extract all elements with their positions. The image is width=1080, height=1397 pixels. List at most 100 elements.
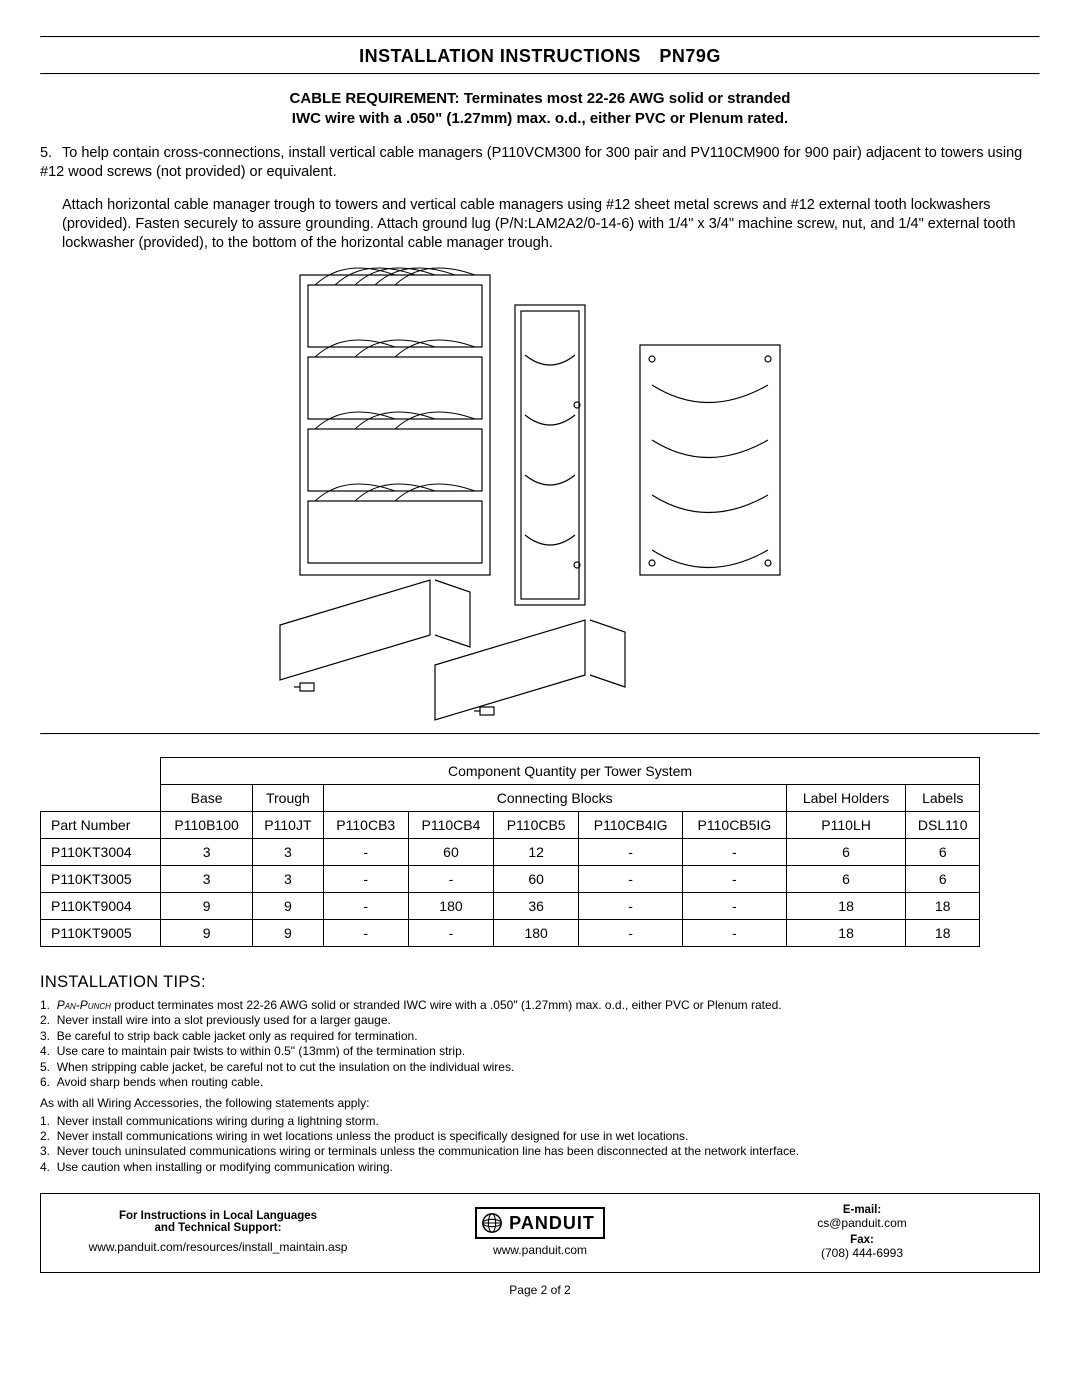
tips-note: As with all Wiring Accessories, the foll… [40, 1096, 1040, 1111]
cell: 18 [786, 893, 906, 920]
cell: 3 [253, 866, 324, 893]
assembly-figure [260, 265, 820, 725]
tip-text: Avoid sharp bends when routing cable. [57, 1075, 264, 1089]
email: cs@panduit.com [701, 1216, 1023, 1230]
cell: 3 [161, 866, 253, 893]
tip-text: Never touch uninsulated communications w… [57, 1144, 799, 1158]
footer-left: For Instructions in Local Languages and … [57, 1210, 379, 1254]
tip-text: When stripping cable jacket, be careful … [57, 1060, 515, 1074]
cell: 6 [906, 839, 980, 866]
list-item: 1. Pan-Punch product terminates most 22-… [40, 998, 1040, 1013]
tip-text: Never install communications wiring duri… [57, 1114, 379, 1128]
tip-text: Use care to maintain pair twists to with… [57, 1044, 465, 1058]
mid-rule [40, 733, 1040, 735]
cell: 9 [161, 920, 253, 947]
cell: - [323, 839, 408, 866]
globe-icon [481, 1212, 503, 1234]
step-text: To help contain cross-connections, insta… [40, 145, 1022, 180]
fax-label: Fax: [701, 1234, 1023, 1246]
cell: 12 [494, 839, 579, 866]
tips-list-1: 1. Pan-Punch product terminates most 22-… [40, 998, 1040, 1090]
cell: 18 [906, 920, 980, 947]
cell: - [683, 893, 787, 920]
panduit-logo: PANDUIT [475, 1207, 605, 1239]
table-caption: Component Quantity per Tower System [161, 758, 980, 785]
part-number: P110KT9005 [41, 920, 161, 947]
cell: - [683, 866, 787, 893]
cell: - [323, 866, 408, 893]
cell: - [579, 839, 683, 866]
cell: 9 [253, 920, 324, 947]
list-item: 1. Never install communications wiring d… [40, 1114, 1040, 1129]
col-group: Trough [253, 785, 324, 812]
tip-text: Be careful to strip back cable jacket on… [57, 1029, 418, 1043]
cell: 60 [494, 866, 579, 893]
tip-text: Never install wire into a slot previousl… [57, 1013, 391, 1027]
part-number: P110KT9004 [41, 893, 161, 920]
list-item: 3. Be careful to strip back cable jacket… [40, 1029, 1040, 1044]
part-number-header: Part Number [41, 812, 161, 839]
table-row: P110KT9005 9 9 - - 180 - - 18 18 [41, 920, 980, 947]
cell: 18 [786, 920, 906, 947]
col-group: Labels [906, 785, 980, 812]
list-item: 6. Avoid sharp bends when routing cable. [40, 1075, 1040, 1090]
title-underline [40, 73, 1040, 75]
cell: - [683, 920, 787, 947]
list-item: 2. Never install communications wiring i… [40, 1129, 1040, 1144]
page: INSTALLATION INSTRUCTIONS PN79G CABLE RE… [0, 0, 1080, 1397]
footer-right: E-mail: cs@panduit.com Fax: (708) 444-69… [701, 1204, 1023, 1260]
cable-requirement: CABLE REQUIREMENT: Terminates most 22-26… [150, 89, 930, 130]
tip-text: product terminates most 22-26 AWG solid … [114, 998, 781, 1012]
tip-text: Never install communications wiring in w… [57, 1129, 689, 1143]
footer-center: PANDUIT www.panduit.com [379, 1207, 701, 1257]
col-group: Label Holders [786, 785, 906, 812]
local-url: www.panduit.com/resources/install_mainta… [57, 1240, 379, 1254]
cell: 3 [161, 839, 253, 866]
cell: 9 [253, 893, 324, 920]
fax: (708) 444-6993 [701, 1246, 1023, 1260]
subhead-line1: CABLE REQUIREMENT: Terminates most 22-26… [290, 90, 791, 107]
table-row: Component Quantity per Tower System [41, 758, 980, 785]
page-number: Page 2 of 2 [40, 1283, 1040, 1297]
tips-list-2: 1. Never install communications wiring d… [40, 1114, 1040, 1175]
table-row: P110KT9004 9 9 - 180 36 - - 18 18 [41, 893, 980, 920]
cell: - [683, 839, 787, 866]
cell: - [408, 920, 493, 947]
col-header: DSL110 [906, 812, 980, 839]
cell: 60 [408, 839, 493, 866]
cell: - [579, 866, 683, 893]
part-number: P110KT3004 [41, 839, 161, 866]
table-row: Base Trough Connecting Blocks Label Hold… [41, 785, 980, 812]
col-group: Base [161, 785, 253, 812]
step-5: 5.To help contain cross-connections, ins… [40, 144, 1040, 182]
part-number: P110KT3005 [41, 866, 161, 893]
list-item: 2. Never install wire into a slot previo… [40, 1013, 1040, 1028]
col-group: Connecting Blocks [323, 785, 786, 812]
list-item: 3. Never touch uninsulated communication… [40, 1144, 1040, 1159]
tip-text: Use caution when installing or modifying… [57, 1160, 393, 1174]
cell: 180 [494, 920, 579, 947]
list-item: 5. When stripping cable jacket, be caref… [40, 1060, 1040, 1075]
cell: - [408, 866, 493, 893]
tips-heading: INSTALLATION TIPS: [40, 973, 1040, 992]
col-header: P110CB4IG [579, 812, 683, 839]
component-table: Component Quantity per Tower System Base… [40, 757, 980, 947]
list-item: 4. Use care to maintain pair twists to w… [40, 1044, 1040, 1059]
step-5-para2: Attach horizontal cable manager trough t… [62, 196, 1040, 253]
col-header: P110JT [253, 812, 324, 839]
cell: - [579, 893, 683, 920]
cell: 6 [906, 866, 980, 893]
col-header: P110CB4 [408, 812, 493, 839]
cell: 36 [494, 893, 579, 920]
step-number: 5. [40, 144, 62, 163]
col-header: P110B100 [161, 812, 253, 839]
footer: For Instructions in Local Languages and … [40, 1193, 1040, 1273]
table-row: P110KT3005 3 3 - - 60 - - 6 6 [41, 866, 980, 893]
cell: 18 [906, 893, 980, 920]
local-lang-line2: and Technical Support: [57, 1222, 379, 1234]
center-url: www.panduit.com [493, 1243, 587, 1257]
col-header: P110CB3 [323, 812, 408, 839]
list-item: 4. Use caution when installing or modify… [40, 1160, 1040, 1175]
cell: 180 [408, 893, 493, 920]
local-lang-line1: For Instructions in Local Languages [57, 1210, 379, 1222]
